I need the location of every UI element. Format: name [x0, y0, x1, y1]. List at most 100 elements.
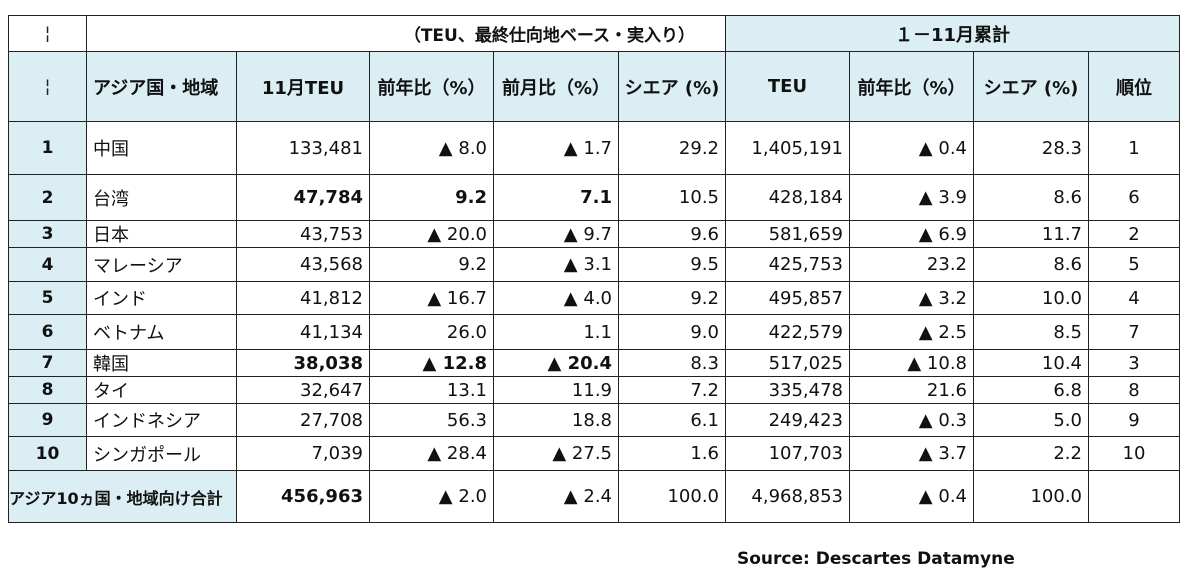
total-label: アジア10ヵ国・地域向け合計 [8, 470, 237, 523]
cum-teu-cell: 425,753 [725, 247, 850, 282]
column-header-row: ¦ アジア国・地域 11月TEU 前年比（%） 前月比（%） シエア (%) T… [8, 51, 1180, 122]
column-header-4: 前月比（%） [493, 51, 619, 122]
mom-cell: ▲ 20.4 [493, 349, 619, 377]
column-header-6: TEU [725, 51, 850, 122]
table-row: 9 インドネシア 27,708 56.3 18.8 6.1 249,423 ▲ 0.3 5.0 9 [8, 403, 1180, 437]
mom-cell: ▲ 3.1 [493, 247, 619, 282]
table-row: 2 台湾 47,784 9.2 7.1 10.5 428,184 ▲ 3.9 8.6 6 [8, 174, 1180, 221]
teu-cell: 133,481 [236, 121, 370, 175]
yoy-cell: ▲ 20.0 [369, 220, 494, 248]
region-cell: 台湾 [86, 174, 237, 221]
total-cum-teu-cell: 4,968,853 [725, 470, 850, 523]
mom-cell: 7.1 [493, 174, 619, 221]
total-row: アジア10ヵ国・地域向け合計 456,963 ▲ 2.0 ▲ 2.4 100.0 4,96… [8, 470, 1180, 523]
cum-yoy-cell: ▲ 10.8 [849, 349, 974, 377]
mom-cell: ▲ 1.7 [493, 121, 619, 175]
column-header-7: 前年比（%） [849, 51, 974, 122]
column-header-5: シエア (%) [618, 51, 726, 122]
cum-share-cell: 8.6 [973, 247, 1089, 282]
order-cell: 7 [1088, 314, 1180, 350]
table-row: 10 シンガポール 7,039 ▲ 28.4 ▲ 27.5 1.6 107,703 ▲ 3.7… [8, 436, 1180, 471]
share-cell: 9.5 [618, 247, 726, 282]
yoy-cell: ▲ 16.7 [369, 281, 494, 315]
mom-cell: 11.9 [493, 376, 619, 404]
teu-cell: 27,708 [236, 403, 370, 437]
teu-cell: 43,753 [236, 220, 370, 248]
cumulative-title: １－11月累計 [725, 15, 1180, 52]
yoy-cell: ▲ 8.0 [369, 121, 494, 175]
share-cell: 7.2 [618, 376, 726, 404]
column-header-9: 順位 [1088, 51, 1180, 122]
cum-share-cell: 8.6 [973, 174, 1089, 221]
cum-teu-cell: 428,184 [725, 174, 850, 221]
order-cell: 2 [1088, 220, 1180, 248]
corner-cell: ¦ [8, 15, 87, 52]
table-row: 8 タイ 32,647 13.1 11.9 7.2 335,478 21.6 6.8 8 [8, 376, 1180, 404]
yoy-cell: 9.2 [369, 174, 494, 221]
region-cell: 韓国 [86, 349, 237, 377]
yoy-cell: ▲ 12.8 [369, 349, 494, 377]
cum-teu-cell: 1,405,191 [725, 121, 850, 175]
source-note: Source: Descartes Datamyne [737, 549, 1015, 569]
share-cell: 9.0 [618, 314, 726, 350]
total-mom-cell: ▲ 2.4 [493, 470, 619, 523]
column-header-3: 前年比（%） [369, 51, 494, 122]
table-row: 3 日本 43,753 ▲ 20.0 ▲ 9.7 9.6 581,659 ▲ 6.9 11.7 2 [8, 220, 1180, 248]
rank-cell: 9 [8, 403, 87, 437]
column-header-0: ¦ [8, 51, 87, 122]
yoy-cell: 26.0 [369, 314, 494, 350]
teu-cell: 32,647 [236, 376, 370, 404]
rank-cell: 6 [8, 314, 87, 350]
cum-share-cell: 10.4 [973, 349, 1089, 377]
order-cell: 5 [1088, 247, 1180, 282]
cum-yoy-cell: ▲ 2.5 [849, 314, 974, 350]
cum-yoy-cell: ▲ 0.3 [849, 403, 974, 437]
table-row: 7 韓国 38,038 ▲ 12.8 ▲ 20.4 8.3 517,025 ▲ 10.8 10.… [8, 349, 1180, 377]
table-row: 1 中国 133,481 ▲ 8.0 ▲ 1.7 29.2 1,405,191 ▲ 0.4 28… [8, 121, 1180, 175]
unit-note: （TEU、最終仕向地ベース・実入り） [86, 15, 726, 52]
share-cell: 1.6 [618, 436, 726, 471]
region-cell: タイ [86, 376, 237, 404]
order-cell: 1 [1088, 121, 1180, 175]
asia-teu-table: ¦ （TEU、最終仕向地ベース・実入り） １－11月累計 ¦ アジア国・地域 1… [8, 15, 1180, 523]
cum-yoy-cell: 21.6 [849, 376, 974, 404]
rank-cell: 3 [8, 220, 87, 248]
teu-cell: 38,038 [236, 349, 370, 377]
cum-share-cell: 5.0 [973, 403, 1089, 437]
title-row: ¦ （TEU、最終仕向地ベース・実入り） １－11月累計 [8, 15, 1180, 52]
yoy-cell: 9.2 [369, 247, 494, 282]
cum-teu-cell: 335,478 [725, 376, 850, 404]
cum-yoy-cell: 23.2 [849, 247, 974, 282]
total-share-cell: 100.0 [618, 470, 726, 523]
total-yoy-cell: ▲ 2.0 [369, 470, 494, 523]
cum-share-cell: 28.3 [973, 121, 1089, 175]
cum-teu-cell: 107,703 [725, 436, 850, 471]
mom-cell: 18.8 [493, 403, 619, 437]
region-cell: インド [86, 281, 237, 315]
yoy-cell: ▲ 28.4 [369, 436, 494, 471]
mom-cell: ▲ 4.0 [493, 281, 619, 315]
table-row: 6 ベトナム 41,134 26.0 1.1 9.0 422,579 ▲ 2.5 8.5 7 [8, 314, 1180, 350]
mom-cell: 1.1 [493, 314, 619, 350]
mom-cell: ▲ 9.7 [493, 220, 619, 248]
rank-cell: 2 [8, 174, 87, 221]
share-cell: 6.1 [618, 403, 726, 437]
column-header-8: シエア (%) [973, 51, 1089, 122]
region-cell: 日本 [86, 220, 237, 248]
cum-yoy-cell: ▲ 6.9 [849, 220, 974, 248]
rank-cell: 4 [8, 247, 87, 282]
total-order-cell [1088, 470, 1180, 523]
cum-yoy-cell: ▲ 3.2 [849, 281, 974, 315]
share-cell: 9.2 [618, 281, 726, 315]
total-teu-cell: 456,963 [236, 470, 370, 523]
table-row: 4 マレーシア 43,568 9.2 ▲ 3.1 9.5 425,753 23.2 8.6 5 [8, 247, 1180, 282]
teu-cell: 41,134 [236, 314, 370, 350]
cum-share-cell: 11.7 [973, 220, 1089, 248]
cum-yoy-cell: ▲ 3.9 [849, 174, 974, 221]
teu-cell: 41,812 [236, 281, 370, 315]
cum-teu-cell: 422,579 [725, 314, 850, 350]
cum-share-cell: 2.2 [973, 436, 1089, 471]
order-cell: 9 [1088, 403, 1180, 437]
yoy-cell: 13.1 [369, 376, 494, 404]
region-cell: マレーシア [86, 247, 237, 282]
